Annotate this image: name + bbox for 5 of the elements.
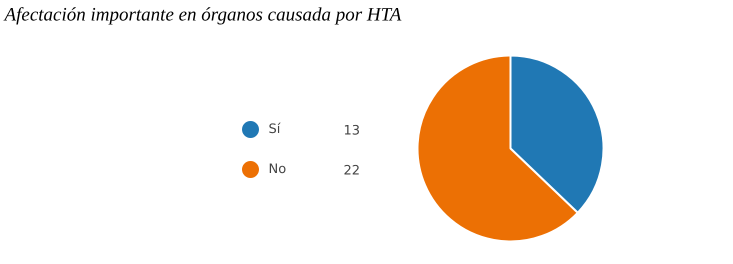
data-label: 13 bbox=[344, 124, 360, 138]
legend-label: No bbox=[268, 162, 286, 177]
legend-label: Sí bbox=[268, 122, 281, 137]
data-label: 22 bbox=[344, 164, 360, 178]
chart-title: Afectación importante en órganos causada por HTA bbox=[2, 4, 402, 26]
